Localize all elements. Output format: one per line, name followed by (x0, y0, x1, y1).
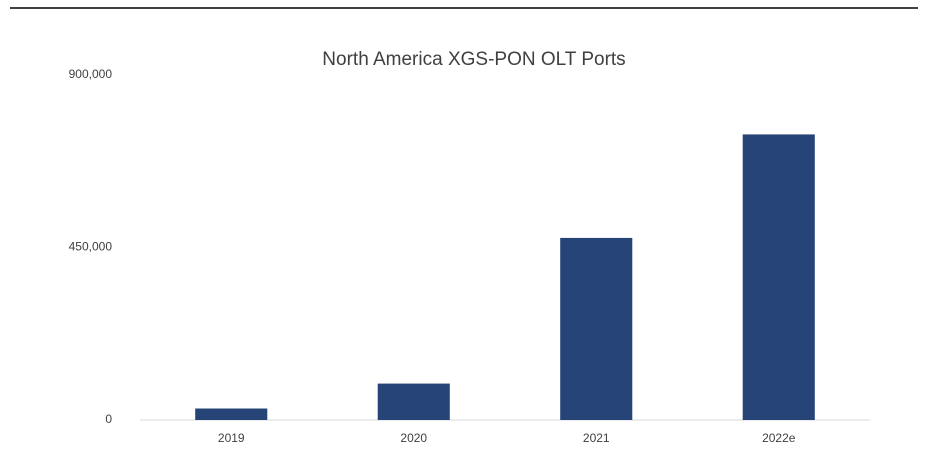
bar (195, 408, 268, 420)
bar (742, 134, 815, 420)
y-tick-label: 450,000 (69, 240, 113, 254)
y-tick-label: 900,000 (69, 67, 113, 81)
x-tick-label: 2022e (762, 431, 796, 445)
x-tick-label: 2021 (583, 431, 610, 445)
x-tick-label: 2019 (218, 431, 245, 445)
y-tick-label: 0 (105, 412, 112, 426)
bar (377, 383, 450, 420)
x-tick-label: 2020 (400, 431, 427, 445)
bar (560, 237, 633, 420)
chart-title: North America XGS-PON OLT Ports (322, 49, 625, 70)
